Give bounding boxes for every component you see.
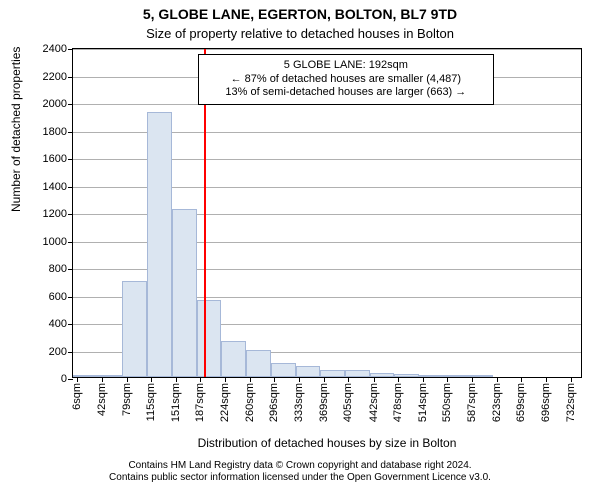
ytick-mark [68, 132, 73, 133]
ytick-label: 1000 [43, 236, 67, 248]
ytick-mark [68, 324, 73, 325]
xtick-mark [521, 377, 522, 382]
xtick-mark [571, 377, 572, 382]
xtick-mark [299, 377, 300, 382]
ytick-mark [68, 159, 73, 160]
xtick-mark [274, 377, 275, 382]
ytick-mark [68, 104, 73, 105]
ytick-label: 0 [61, 373, 67, 385]
chart-title: 5, GLOBE LANE, EGERTON, BOLTON, BL7 9TD [0, 6, 600, 22]
xtick-label: 42sqm [96, 383, 108, 416]
histogram-bar [221, 341, 246, 377]
ytick-label: 2000 [43, 98, 67, 110]
xtick-label: 732sqm [565, 383, 577, 422]
ytick-mark [68, 187, 73, 188]
xtick-mark [423, 377, 424, 382]
xtick-mark [176, 377, 177, 382]
xtick-mark [127, 377, 128, 382]
ytick-label: 600 [49, 291, 67, 303]
plot-area: 5 GLOBE LANE: 192sqm ← 87% of detached h… [72, 48, 582, 378]
xtick-mark [77, 377, 78, 382]
caption: Contains HM Land Registry data © Crown c… [0, 460, 600, 484]
ytick-mark [68, 77, 73, 78]
histogram-bar [320, 370, 345, 377]
histogram-bar [246, 350, 271, 378]
xtick-label: 333sqm [293, 383, 305, 422]
caption-line-1: Contains HM Land Registry data © Crown c… [128, 460, 471, 471]
xtick-label: 514sqm [417, 383, 429, 422]
ytick-label: 1400 [43, 181, 67, 193]
xtick-label: 6sqm [71, 383, 83, 410]
ytick-mark [68, 214, 73, 215]
xtick-mark [348, 377, 349, 382]
ytick-mark [68, 49, 73, 50]
ytick-label: 1800 [43, 126, 67, 138]
xtick-mark [398, 377, 399, 382]
xtick-label: 478sqm [392, 383, 404, 422]
xtick-label: 79sqm [121, 383, 133, 416]
xtick-label: 550sqm [441, 383, 453, 422]
ytick-label: 400 [49, 318, 67, 330]
histogram-bar [345, 370, 370, 377]
ytick-label: 200 [49, 346, 67, 358]
xtick-label: 623sqm [491, 383, 503, 422]
xtick-label: 696sqm [540, 383, 552, 422]
histogram-bar [122, 281, 147, 377]
xtick-mark [374, 377, 375, 382]
xtick-label: 442sqm [368, 383, 380, 422]
histogram-bar [296, 366, 321, 377]
xtick-label: 187sqm [194, 383, 206, 422]
xtick-label: 369sqm [318, 383, 330, 422]
x-axis-label: Distribution of detached houses by size … [72, 436, 582, 450]
chart-container: { "title": { "text": "5, GLOBE LANE, EGE… [0, 0, 600, 500]
ytick-label: 800 [49, 263, 67, 275]
xtick-label: 224sqm [219, 383, 231, 422]
xtick-label: 659sqm [515, 383, 527, 422]
xtick-mark [102, 377, 103, 382]
ytick-mark [68, 242, 73, 243]
annotation-line-3: 13% of semi-detached houses are larger (… [207, 86, 485, 100]
xtick-label: 260sqm [244, 383, 256, 422]
xtick-mark [546, 377, 547, 382]
xtick-mark [447, 377, 448, 382]
histogram-bar [147, 112, 172, 377]
ytick-mark [68, 379, 73, 380]
xtick-label: 296sqm [268, 383, 280, 422]
ytick-label: 1200 [43, 208, 67, 220]
caption-line-2: Contains public sector information licen… [109, 472, 491, 483]
ytick-mark [68, 297, 73, 298]
ytick-label: 2400 [43, 43, 67, 55]
histogram-bar [172, 209, 197, 377]
xtick-mark [225, 377, 226, 382]
annotation-box: 5 GLOBE LANE: 192sqm ← 87% of detached h… [198, 54, 494, 105]
annotation-line-2: ← 87% of detached houses are smaller (4,… [207, 73, 485, 87]
xtick-mark [472, 377, 473, 382]
xtick-mark [151, 377, 152, 382]
ytick-mark [68, 269, 73, 270]
xtick-mark [324, 377, 325, 382]
xtick-mark [250, 377, 251, 382]
ytick-mark [68, 352, 73, 353]
ytick-label: 2200 [43, 71, 67, 83]
xtick-label: 115sqm [145, 383, 157, 421]
xtick-label: 151sqm [170, 383, 182, 422]
xtick-label: 587sqm [466, 383, 478, 422]
grid-line [73, 49, 581, 50]
xtick-mark [200, 377, 201, 382]
chart-subtitle: Size of property relative to detached ho… [0, 26, 600, 41]
histogram-bar [197, 300, 222, 377]
annotation-line-1: 5 GLOBE LANE: 192sqm [207, 59, 485, 73]
xtick-label: 405sqm [342, 383, 354, 422]
xtick-mark [497, 377, 498, 382]
ytick-label: 1600 [43, 153, 67, 165]
histogram-bar [271, 363, 296, 377]
